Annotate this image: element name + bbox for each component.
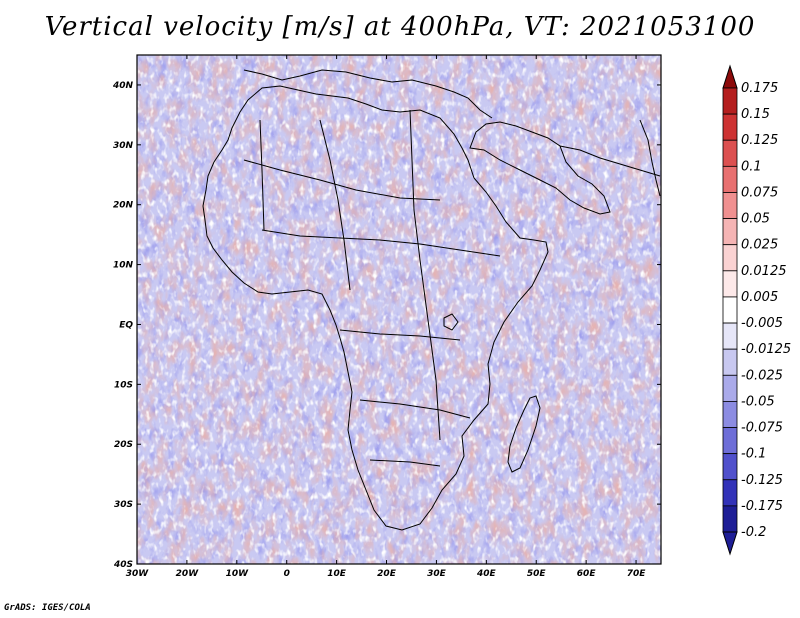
colorbar-label: -0.0125	[741, 342, 791, 357]
border-4	[359, 399, 471, 419]
colorbar-label: -0.05	[741, 394, 775, 409]
lat-tick-label: 20N	[113, 201, 134, 211]
lon-tick-label: 40E	[476, 569, 497, 579]
colorbar-swatch	[722, 218, 738, 246]
colorbar-swatch	[722, 401, 738, 428]
velocity-field	[137, 55, 661, 564]
border-7	[409, 109, 441, 441]
border-8	[259, 119, 265, 231]
colorbar-label: 0.005	[741, 290, 778, 305]
lat-tick-label: 40S	[113, 560, 133, 570]
colorbar-label: -0.1	[741, 447, 766, 462]
colorbar-swatch	[722, 322, 738, 350]
colorbar-swatch	[722, 244, 738, 272]
lon-tick-label: 10W	[226, 569, 250, 579]
colorbar-bottom-arrow	[722, 531, 738, 556]
border-5	[369, 459, 441, 467]
axis-ticks	[136, 55, 661, 565]
colorbar-label: -0.175	[741, 499, 783, 514]
colorbar-label: 0.0125	[741, 264, 787, 279]
lat-tick-label: 40N	[112, 81, 134, 91]
lon-tick-label: 70E	[627, 569, 647, 579]
colorbar-label: 0.1	[741, 159, 762, 174]
map-title: Vertical velocity [m/s] at 400hPa, VT: 2…	[44, 12, 756, 42]
colorbar-swatch	[722, 427, 738, 455]
lat-tick-label: 30S	[114, 500, 133, 510]
footer-credit: GrADS: IGES/COLA	[4, 603, 91, 613]
border-3	[339, 329, 461, 341]
lat-tick-label: 10N	[113, 261, 134, 271]
colorbar-label: -0.2	[741, 525, 766, 540]
colorbar-top-arrow	[722, 64, 738, 89]
lat-tick-label: EQ	[119, 320, 133, 330]
colorbar-label: 0.125	[741, 133, 778, 148]
colorbar-label: 0.15	[741, 107, 770, 122]
lon-tick-label: 0	[284, 569, 290, 579]
plot-frame	[136, 54, 662, 565]
colorbar-label: 0.175	[741, 81, 778, 96]
colorbar-swatch	[722, 165, 738, 193]
lat-tick-label: 10S	[114, 380, 133, 390]
lon-tick-label: 20E	[377, 569, 397, 579]
colorbar: 0.175 0.15 0.125 0.1 0.075 0.05 0.025 0.0125 0.0…	[722, 64, 791, 556]
lake-victoria	[443, 313, 459, 331]
lon-tick-label: 30W	[126, 569, 150, 579]
lat-tick-label: 30N	[113, 141, 134, 151]
colorbar-swatch	[722, 505, 738, 533]
colorbar-swatch	[722, 113, 738, 141]
colorbar-label: -0.005	[741, 316, 783, 331]
mediterranean-north-coast	[243, 69, 493, 119]
lon-tick-label: 60E	[577, 569, 597, 579]
lon-tick-label: 30E	[427, 569, 447, 579]
colorbar-swatch	[722, 374, 738, 402]
colorbar-swatch	[722, 192, 738, 219]
persian-coast	[559, 145, 661, 177]
arabia-coastline	[469, 121, 611, 215]
field-neutral-texture	[137, 55, 661, 564]
colorbar-swatch	[722, 296, 738, 324]
colorbar-swatch	[722, 479, 738, 507]
colorbar-swatch	[722, 270, 738, 298]
coastlines	[202, 69, 661, 531]
colorbar-label: 0.075	[741, 185, 778, 200]
colorbar-swatch	[722, 139, 738, 167]
lon-tick-label: 20W	[176, 569, 200, 579]
lon-tick-label: 50E	[527, 569, 547, 579]
lat-tick-label: 20S	[114, 440, 133, 450]
colorbar-label: -0.025	[741, 368, 783, 383]
colorbar-swatch	[722, 453, 738, 481]
border-6	[319, 119, 351, 291]
border-1	[243, 159, 441, 201]
colorbar-label: -0.125	[741, 473, 783, 488]
border-2	[261, 229, 501, 257]
india-coast	[639, 119, 661, 197]
colorbar-swatch	[722, 87, 738, 115]
colorbar-label: 0.025	[741, 238, 778, 253]
africa-coastline	[202, 85, 549, 531]
colorbar-swatch	[722, 348, 738, 376]
lon-tick-label: 10E	[327, 569, 347, 579]
madagascar-coastline	[507, 395, 541, 473]
colorbar-label: -0.075	[741, 421, 783, 436]
colorbar-label: 0.05	[741, 212, 770, 227]
axis-labels: 30W 20W 10W 0 10E 20E 30E 40E 50E 60E 70E 40N 30N 20N…	[112, 81, 646, 579]
